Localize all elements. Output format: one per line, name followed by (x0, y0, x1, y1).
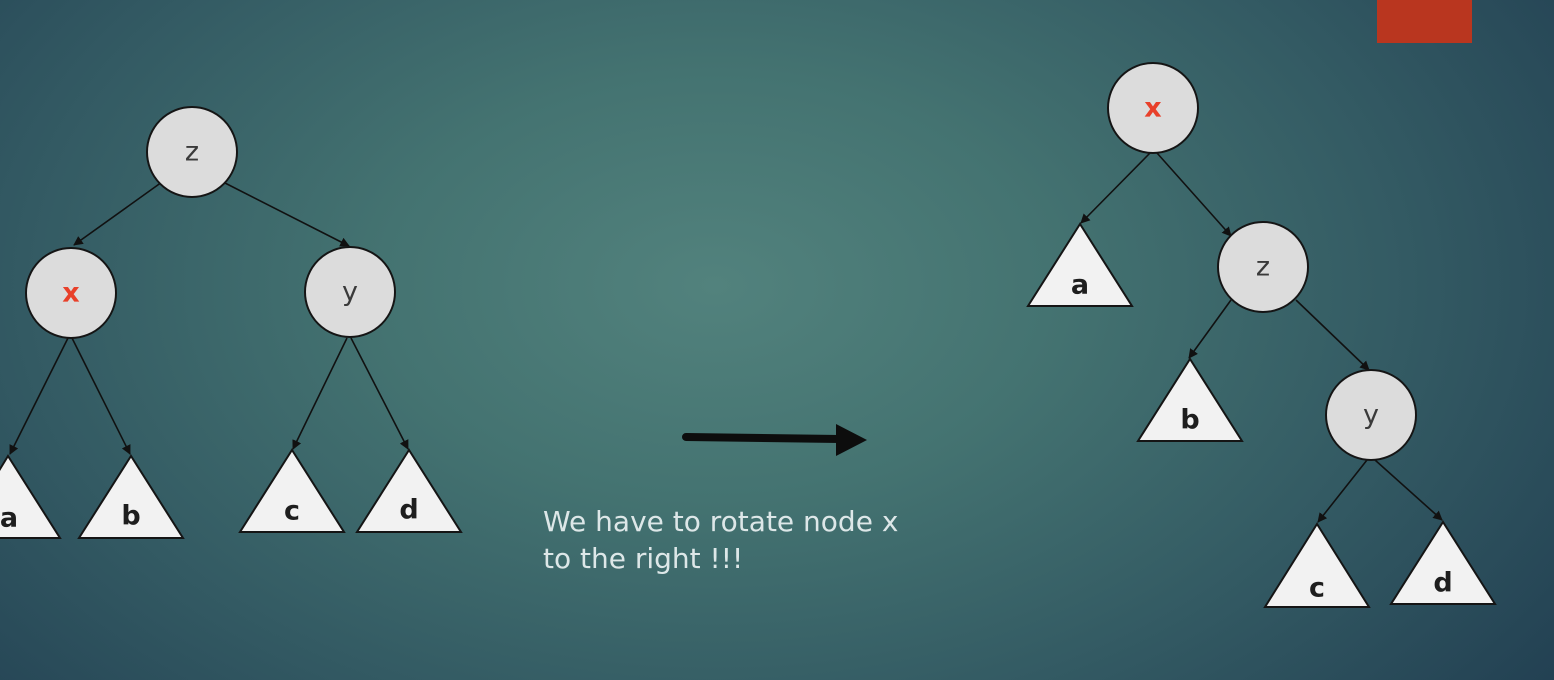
left-subtree-d (355, 448, 463, 533)
right-subtree-c-label: c (1309, 573, 1325, 604)
right-subtree-a (1026, 222, 1134, 307)
right-edge-x-a (1080, 152, 1151, 224)
left-node-x-circle (25, 247, 117, 339)
caption-line-1: We have to rotate node x (543, 505, 899, 538)
left-edge-y-c (292, 337, 348, 450)
left-node-y-label: y (342, 277, 358, 308)
right-node-y-label: y (1363, 400, 1379, 431)
right-node-y-circle (1325, 369, 1417, 461)
left-node-z-circle (146, 106, 238, 198)
left-tree: z x y a b c d (0, 106, 463, 539)
left-node-x-label: x (62, 278, 79, 309)
left-subtree-a (0, 454, 62, 539)
right-subtree-a-label: a (1071, 270, 1089, 301)
left-subtree-b (77, 454, 185, 539)
right-edge-x-z (1156, 152, 1232, 237)
right-node-x-label: x (1144, 93, 1161, 124)
right-edge-y-c (1317, 459, 1368, 523)
left-edge-x-a (9, 337, 69, 455)
left-edge-z-y (224, 182, 350, 247)
left-edge-y-d (350, 337, 409, 450)
left-subtree-c (238, 448, 346, 533)
right-edge-z-b (1188, 299, 1232, 359)
right-node-x-circle (1107, 62, 1199, 154)
left-subtree-d-label: d (399, 495, 418, 526)
right-node-z-circle (1217, 221, 1309, 313)
left-subtree-a-label: a (0, 503, 18, 534)
right-subtree-d-label: d (1433, 568, 1452, 599)
caption-line-2: to the right !!! (543, 542, 744, 575)
left-subtree-c-label: c (284, 496, 300, 527)
right-subtree-c (1263, 522, 1371, 608)
left-node-z-label: z (185, 137, 199, 168)
rotation-caption: We have to rotate node x to the right !!… (543, 503, 898, 577)
right-edge-y-d (1374, 459, 1443, 521)
corner-tab (1377, 0, 1472, 43)
right-arrow-icon (682, 424, 867, 456)
right-edge-z-y (1295, 299, 1370, 371)
right-node-z-label: z (1256, 252, 1270, 283)
left-edge-z-x (73, 181, 163, 246)
right-subtree-b-label: b (1180, 405, 1199, 436)
right-tree: x z y a b c d (1026, 62, 1497, 608)
left-edge-x-b (71, 337, 131, 455)
left-node-y-circle (304, 246, 396, 338)
right-subtree-b (1136, 357, 1244, 442)
right-subtree-d (1389, 520, 1497, 605)
left-subtree-b-label: b (121, 501, 140, 532)
